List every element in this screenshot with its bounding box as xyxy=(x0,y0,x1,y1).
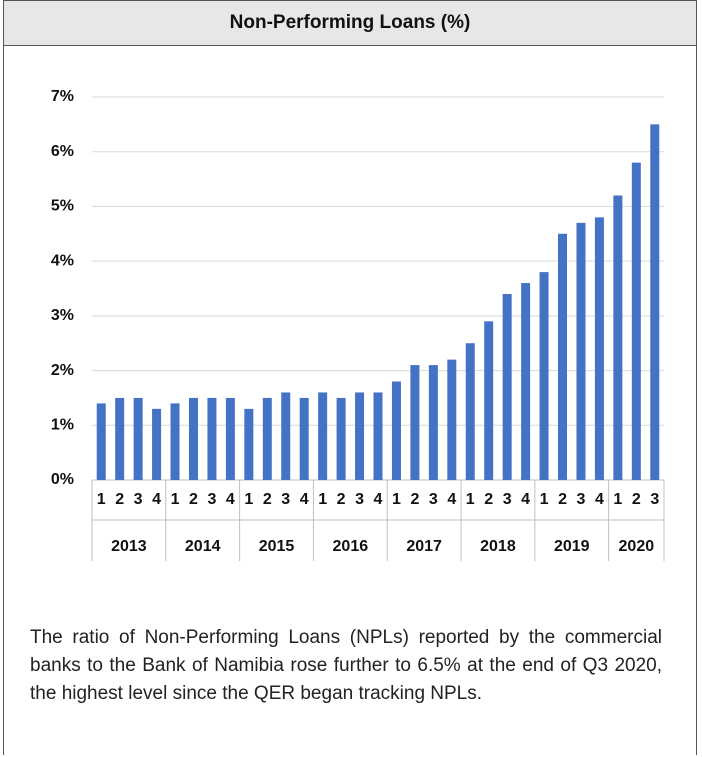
bar xyxy=(576,222,586,481)
bar xyxy=(613,195,623,480)
x-group-label: 2020 xyxy=(619,538,655,555)
x-tick-label: 2 xyxy=(115,491,124,508)
x-tick-label: 2 xyxy=(263,491,272,508)
x-group-label: 2014 xyxy=(185,538,221,555)
y-tick-label: 4% xyxy=(51,252,74,269)
bar xyxy=(465,343,475,480)
bar xyxy=(262,397,272,480)
bar xyxy=(133,397,143,480)
bar xyxy=(115,397,125,480)
bar xyxy=(484,321,494,480)
bar xyxy=(447,359,457,480)
chart-title: Non-Performing Loans (%) xyxy=(4,1,696,46)
x-tick-label: 3 xyxy=(503,491,512,508)
x-tick-label: 1 xyxy=(540,491,549,508)
bar xyxy=(410,365,420,480)
bar xyxy=(336,397,346,480)
x-tick-label: 4 xyxy=(595,491,604,508)
x-tick-label: 4 xyxy=(300,491,309,508)
x-tick-label: 1 xyxy=(97,491,106,508)
bar xyxy=(281,392,291,480)
bar xyxy=(631,162,641,480)
x-tick-label: 1 xyxy=(318,491,327,508)
x-tick-label: 2 xyxy=(337,491,346,508)
bar xyxy=(244,408,254,480)
x-tick-label: 3 xyxy=(134,491,143,508)
y-tick-label: 1% xyxy=(51,417,74,434)
x-tick-label: 3 xyxy=(355,491,364,508)
panel: Non-Performing Loans (%) xyxy=(3,0,697,755)
bar xyxy=(539,272,549,480)
x-tick-label: 2 xyxy=(189,491,198,508)
x-group-label: 2016 xyxy=(333,538,369,555)
x-tick-label: 3 xyxy=(281,491,290,508)
bar xyxy=(391,381,401,480)
y-tick-label: 3% xyxy=(51,307,74,324)
bar xyxy=(152,408,162,480)
bar xyxy=(188,397,198,480)
bar xyxy=(428,365,438,480)
x-tick-label: 2 xyxy=(558,491,567,508)
x-tick-label: 4 xyxy=(226,491,235,508)
y-tick-label: 2% xyxy=(51,362,74,379)
bar xyxy=(299,397,309,480)
x-tick-label: 1 xyxy=(244,491,253,508)
bar xyxy=(558,233,568,480)
description: The ratio of Non-Performing Loans (NPLs)… xyxy=(30,627,662,704)
bar xyxy=(594,217,604,480)
x-group-label: 2013 xyxy=(111,538,147,555)
x-group-label: 2015 xyxy=(259,538,295,555)
x-tick-label: 4 xyxy=(374,491,383,508)
x-tick-label: 1 xyxy=(392,491,401,508)
bar xyxy=(521,283,531,480)
bar xyxy=(318,392,328,480)
x-tick-label: 3 xyxy=(650,491,659,508)
x-tick-label: 1 xyxy=(171,491,180,508)
x-tick-label: 3 xyxy=(207,491,216,508)
bar xyxy=(170,403,180,480)
x-tick-label: 1 xyxy=(613,491,622,508)
x-tick-label: 3 xyxy=(577,491,586,508)
x-tick-label: 1 xyxy=(466,491,475,508)
bar xyxy=(96,403,106,480)
chart: 0%1%2%3%4%5%6%7%1 2 3 4 1 2 3 4 1 2 3 4 1 2 3 4 1 2 3 4 1 2 3 4… xyxy=(51,88,665,561)
y-tick-label: 7% xyxy=(51,88,74,105)
x-group-label: 2018 xyxy=(480,538,516,555)
y-tick-label: 6% xyxy=(51,143,74,160)
y-tick-label: 5% xyxy=(51,198,74,215)
x-tick-label: 4 xyxy=(152,491,161,508)
y-tick-label: 0% xyxy=(51,471,74,488)
bar xyxy=(207,397,217,480)
x-group-label: 2017 xyxy=(406,538,442,555)
x-group-label: 2019 xyxy=(554,538,590,555)
x-tick-label: 4 xyxy=(447,491,456,508)
x-tick-label: 2 xyxy=(484,491,493,508)
x-tick-label: 2 xyxy=(410,491,419,508)
bar xyxy=(355,392,365,480)
x-tick-label: 2 xyxy=(632,491,641,508)
bar xyxy=(650,124,660,480)
bar xyxy=(502,293,512,480)
x-tick-label: 4 xyxy=(521,491,530,508)
bar xyxy=(373,392,383,480)
x-tick-label: 3 xyxy=(429,491,438,508)
bar xyxy=(225,397,235,480)
